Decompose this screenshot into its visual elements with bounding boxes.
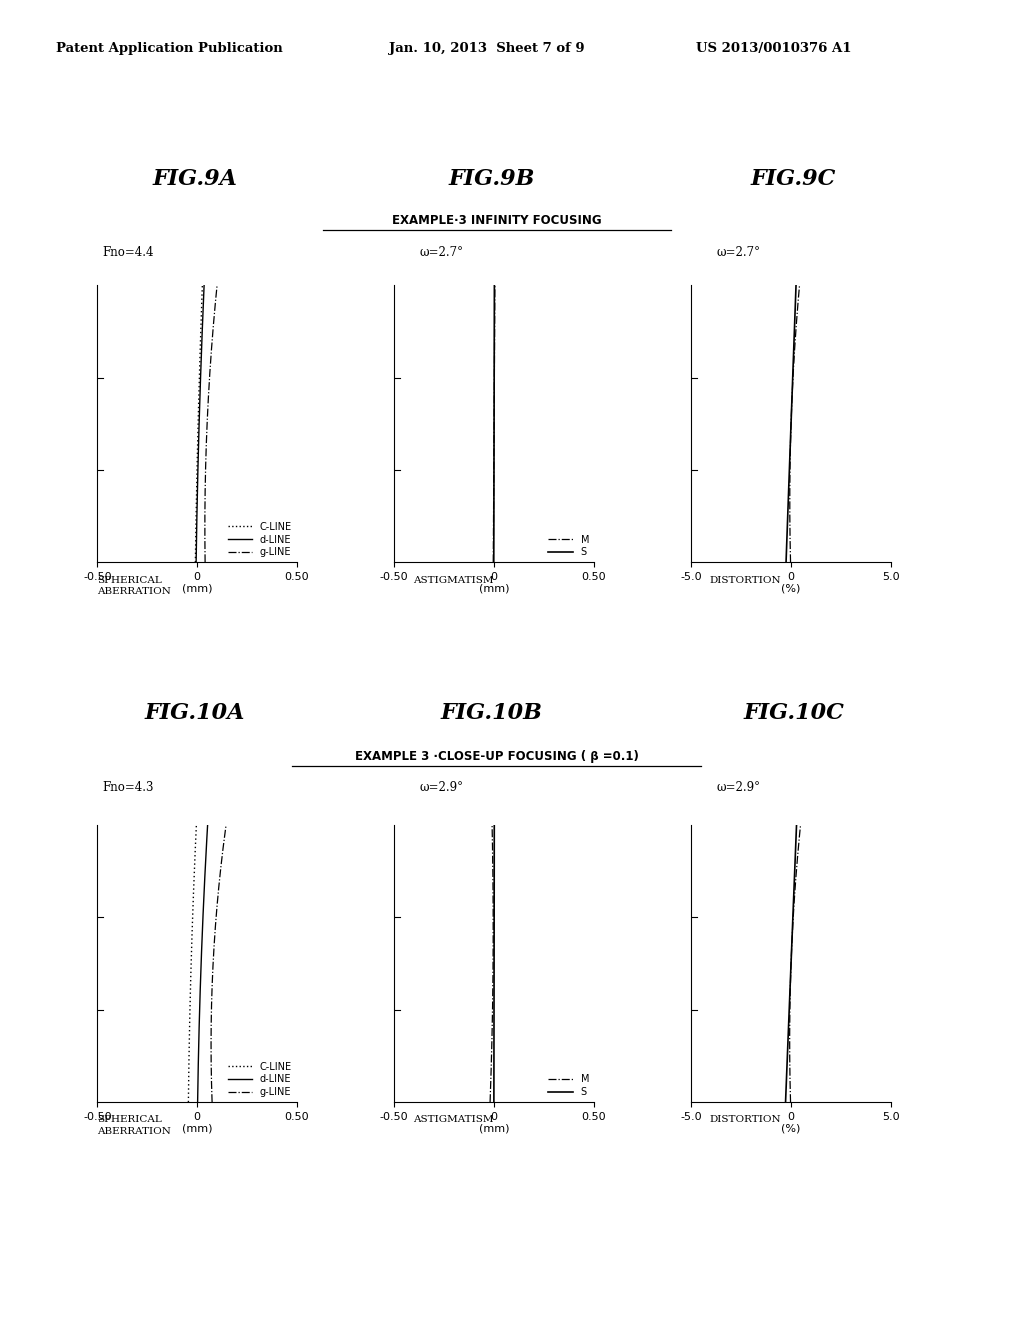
X-axis label: (%): (%) <box>781 1123 801 1134</box>
Text: Fno=4.4: Fno=4.4 <box>102 246 154 259</box>
Text: EXAMPLE·3 INFINITY FOCUSING: EXAMPLE·3 INFINITY FOCUSING <box>392 214 601 227</box>
X-axis label: (mm): (mm) <box>182 583 212 594</box>
Text: FIG.9A: FIG.9A <box>153 168 237 190</box>
X-axis label: (mm): (mm) <box>479 1123 509 1134</box>
Text: ASTIGMATISM: ASTIGMATISM <box>413 1115 494 1125</box>
Text: FIG.9B: FIG.9B <box>449 168 535 190</box>
Text: ω=2.9°: ω=2.9° <box>420 781 464 795</box>
X-axis label: (%): (%) <box>781 583 801 594</box>
Text: Fno=4.3: Fno=4.3 <box>102 781 154 795</box>
Text: ω=2.7°: ω=2.7° <box>717 246 761 259</box>
X-axis label: (mm): (mm) <box>182 1123 212 1134</box>
Text: FIG.10B: FIG.10B <box>440 702 543 725</box>
Text: FIG.10A: FIG.10A <box>144 702 245 725</box>
Text: ω=2.9°: ω=2.9° <box>717 781 761 795</box>
Text: EXAMPLE 3 ·CLOSE-UP FOCUSING ( β =0.1): EXAMPLE 3 ·CLOSE-UP FOCUSING ( β =0.1) <box>354 750 639 763</box>
Legend: M, S: M, S <box>549 1074 589 1097</box>
Text: SPHERICAL
ABERRATION: SPHERICAL ABERRATION <box>97 1115 171 1135</box>
Text: DISTORTION: DISTORTION <box>710 1115 781 1125</box>
Text: FIG.10C: FIG.10C <box>743 702 844 725</box>
Legend: C-LINE, d-LINE, g-LINE: C-LINE, d-LINE, g-LINE <box>228 1061 292 1097</box>
Legend: M, S: M, S <box>549 535 589 557</box>
Text: Patent Application Publication: Patent Application Publication <box>56 42 283 55</box>
Text: US 2013/0010376 A1: US 2013/0010376 A1 <box>696 42 852 55</box>
Text: FIG.9C: FIG.9C <box>751 168 837 190</box>
X-axis label: (mm): (mm) <box>479 583 509 594</box>
Text: ASTIGMATISM: ASTIGMATISM <box>413 576 494 585</box>
Text: SPHERICAL
ABERRATION: SPHERICAL ABERRATION <box>97 576 171 595</box>
Text: Jan. 10, 2013  Sheet 7 of 9: Jan. 10, 2013 Sheet 7 of 9 <box>389 42 585 55</box>
Text: ω=2.7°: ω=2.7° <box>420 246 464 259</box>
Legend: C-LINE, d-LINE, g-LINE: C-LINE, d-LINE, g-LINE <box>228 521 292 557</box>
Text: DISTORTION: DISTORTION <box>710 576 781 585</box>
